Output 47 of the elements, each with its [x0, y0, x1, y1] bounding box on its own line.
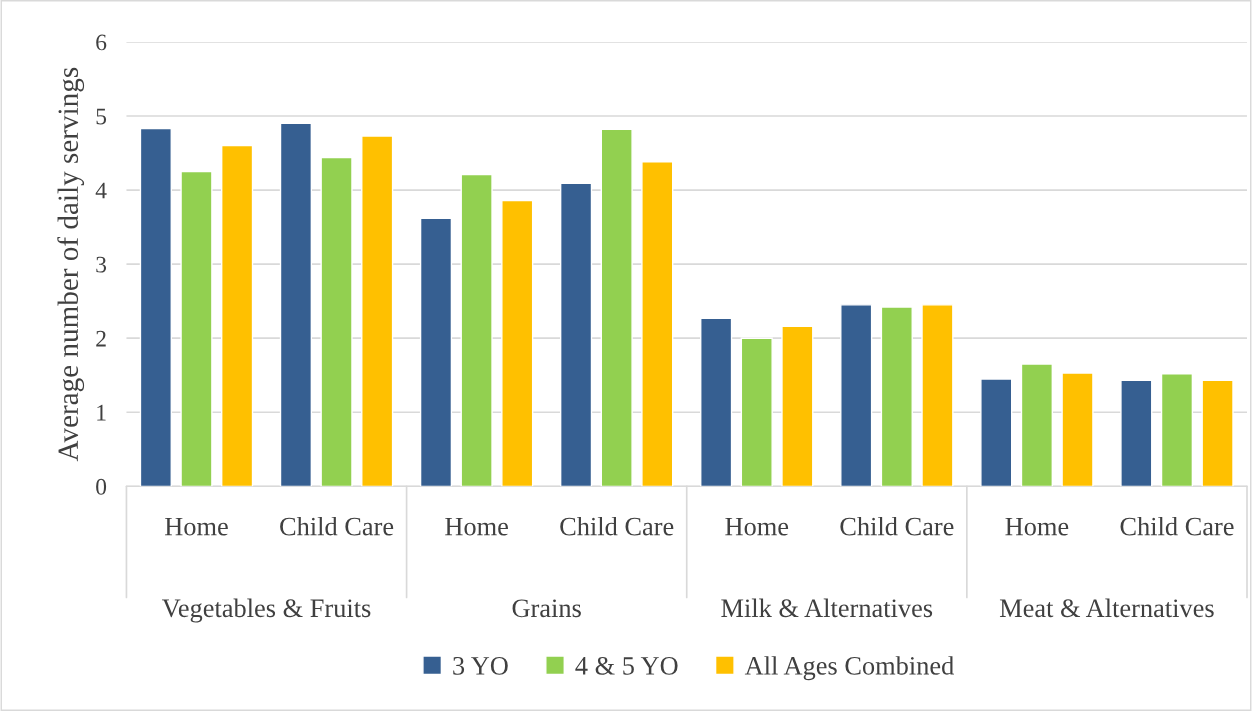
- text: Vegetables & Fruits: [162, 598, 371, 623]
- x-tick-label: Child Care: [280, 516, 394, 536]
- text: Milk & Alternatives: [721, 598, 933, 618]
- bar: [880, 306, 913, 487]
- x-tick-label: Home: [445, 517, 508, 536]
- bar: [700, 317, 733, 487]
- bar: [180, 170, 213, 487]
- y-tick-label: 6: [96, 34, 107, 51]
- x-tick-label: Home: [165, 517, 228, 536]
- x-tick-label: Child Care: [1120, 516, 1234, 536]
- text: Grains: [512, 599, 581, 618]
- x-tick-label: Home: [725, 517, 789, 536]
- y-axis-title: Average number of daily servings: [57, 67, 85, 462]
- bar: [279, 122, 313, 487]
- y-tick-label: 1: [97, 404, 106, 421]
- bar: [1120, 379, 1153, 487]
- y-tick-label: 0: [96, 478, 107, 495]
- y-tick-label: 2: [96, 330, 106, 347]
- text: Meat & Alternatives: [999, 598, 1214, 618]
- y-tick-label: 4: [95, 182, 107, 199]
- bar: [781, 325, 814, 487]
- bar: [1201, 379, 1234, 487]
- bar: [501, 199, 534, 487]
- bar: [921, 304, 954, 487]
- bar: [1160, 373, 1194, 487]
- bar: [139, 127, 172, 487]
- legend-label: All Ages Combined: [744, 656, 954, 681]
- legend-label: 3 YO: [453, 656, 508, 675]
- bar: [740, 337, 773, 487]
- bar: [559, 182, 593, 487]
- y-tick-label: 3: [96, 256, 107, 273]
- legend-label: 4 & 5 YO: [575, 656, 678, 675]
- x-tick-label: Home: [1005, 517, 1069, 536]
- bar: [361, 135, 394, 487]
- bar: [460, 173, 493, 487]
- bar: [840, 304, 873, 487]
- bar: [419, 217, 453, 487]
- bar: [1020, 363, 1053, 487]
- bar: [320, 156, 353, 487]
- y-tick-label: 5: [96, 108, 107, 125]
- x-tick-label: Child Care: [560, 516, 674, 536]
- bar: [221, 144, 254, 487]
- bar: [980, 378, 1013, 487]
- bar: [600, 128, 633, 487]
- bar: [1061, 372, 1094, 487]
- bar: [641, 161, 674, 487]
- x-tick-label: Child Care: [840, 516, 954, 536]
